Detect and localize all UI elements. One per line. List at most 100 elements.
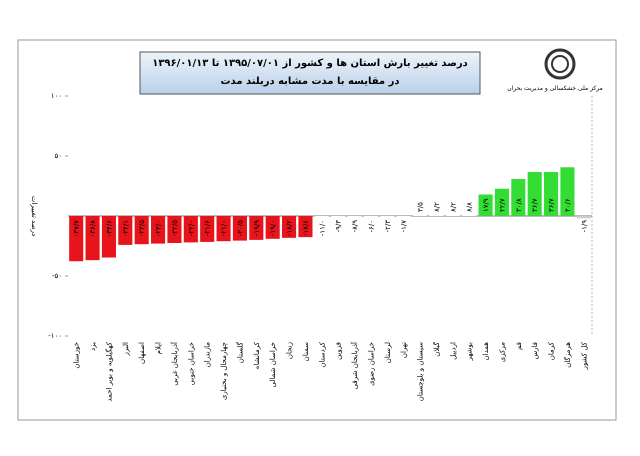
bar	[544, 171, 559, 216]
bar	[576, 216, 591, 219]
data-label: ۴۰/۶	[564, 198, 572, 212]
x-tick-label: سیستان و بلوچستان	[417, 342, 425, 401]
data-label: ۸/۲	[433, 202, 441, 212]
x-tick-label: هرمزگان	[563, 342, 572, 368]
bar	[380, 216, 395, 219]
bar	[314, 216, 329, 230]
data-label: ۸/۸	[466, 202, 474, 212]
bar	[560, 167, 575, 216]
bar	[413, 211, 428, 216]
bar	[494, 188, 509, 216]
data-label: ۳/۵	[417, 202, 425, 212]
bar	[527, 171, 542, 216]
frame	[17, 39, 617, 421]
data-label: -۱/۹	[580, 220, 588, 233]
bar	[282, 216, 297, 238]
x-tick-label: خراسان جنوبی	[187, 342, 195, 385]
data-label: -۲۰/۵	[236, 220, 244, 236]
x-tick-label: کرمان	[548, 341, 556, 360]
data-label: ۱۷/۹	[482, 198, 490, 212]
data-label: -۱۱/۰	[318, 220, 326, 236]
x-tick-label: قم	[515, 342, 523, 350]
y-tick-label: ۵۰	[54, 152, 62, 160]
bar	[331, 216, 346, 228]
x-tick-label: بوشهر	[466, 342, 474, 362]
x-tick-label: لرستان	[384, 342, 392, 363]
x-tick-label: آذربایجان شرقی	[350, 341, 359, 389]
x-tick-label: تهران	[400, 342, 408, 358]
chart-title: درصد تغییر بارش استان ها و کشور از ۱۳۹۵/…	[152, 58, 468, 69]
data-label: -۱۹/۹	[253, 220, 261, 236]
logo-text: مرکز ملی خشکسالی و مدیریت بحران	[507, 85, 603, 92]
bar	[101, 216, 116, 258]
x-tick-label: کهگیلویه و بویر احمد	[104, 341, 113, 401]
bar	[396, 216, 411, 219]
x-tick-label: گیلان	[432, 341, 441, 356]
x-tick-label: آذربایجان غربی	[170, 341, 179, 386]
x-tick-label: زنجان	[286, 342, 294, 359]
x-tick-label: اردبیل	[449, 342, 457, 360]
bar	[511, 179, 526, 216]
bar	[478, 194, 493, 216]
y-tick-label: ۱۰۰	[51, 92, 62, 100]
data-label: -۳۷/۷	[73, 220, 81, 236]
x-tick-label: مرکزی	[498, 342, 506, 363]
bar	[445, 206, 460, 216]
x-tick-label: سمنان	[302, 342, 310, 361]
data-label: -۳۶/۸	[89, 220, 97, 236]
x-tick-label: گلستان	[235, 341, 244, 363]
x-tick-label: خراسان رضوی	[367, 342, 375, 386]
x-tick-label: البرز	[122, 342, 130, 356]
title-box	[139, 51, 481, 95]
bar	[363, 216, 378, 224]
data-label: -۱۹/۰	[269, 220, 277, 236]
bar	[167, 216, 182, 243]
bar	[429, 206, 444, 216]
x-tick-label: همدان	[482, 342, 490, 361]
data-label: -۱/۷	[400, 220, 408, 233]
data-label: ۳۶/۷	[548, 198, 556, 212]
data-label: -۲۱/۶	[204, 220, 212, 236]
x-tick-label: قزوین	[335, 342, 343, 360]
bar	[232, 216, 247, 241]
data-label: -۲۲/۰	[187, 220, 195, 236]
bar	[151, 216, 166, 244]
bar	[249, 216, 264, 240]
x-tick-label: خراسان شمالی	[269, 342, 277, 388]
x-tick-label: کل کشور	[580, 341, 588, 370]
bar	[69, 216, 84, 262]
bar	[85, 216, 100, 261]
bar	[134, 216, 149, 245]
data-label: -۱۷/۶	[302, 220, 310, 236]
chart-subtitle: در مقایسه با مدت مشابه دربلند مدت	[221, 76, 400, 87]
bar	[200, 216, 215, 242]
x-tick-label: یزد	[89, 342, 97, 351]
data-label: ۳۶/۷	[531, 198, 539, 212]
bar	[347, 216, 362, 227]
x-tick-label: کرمانشاه	[253, 341, 261, 369]
data-label: -۲۲/۵	[171, 220, 179, 236]
logo	[544, 48, 576, 80]
data-label: -۲۳/۵	[138, 220, 146, 236]
x-tick-label: خوزستان	[73, 342, 81, 369]
data-label: -۲/۳	[384, 220, 392, 233]
x-tick-label: مازندران	[204, 342, 212, 368]
bar	[298, 216, 313, 238]
x-tick-label: چهارمحال و بختیاری	[220, 342, 228, 400]
x-tick-label: اصفهان	[138, 342, 146, 364]
data-label: -۹/۳	[335, 220, 343, 233]
y-tick-label: -۵۰	[52, 272, 62, 280]
data-label: -۲۳/۰	[155, 220, 163, 236]
data-label: -۳۴/۶	[105, 220, 113, 236]
data-label: -۶/۰	[367, 220, 375, 232]
y-tick-label: -۱۰۰	[48, 332, 62, 340]
bar	[118, 216, 133, 245]
x-tick-label: فارس	[531, 342, 539, 359]
x-tick-label: ایلام	[155, 342, 163, 354]
data-label: ۳۰/۸	[515, 198, 523, 212]
y-axis-label: درصد تغییرات	[30, 196, 38, 236]
x-tick-label: کردستان	[318, 341, 326, 367]
data-label: ۸/۲	[449, 202, 457, 212]
data-label: -۲۱/۰	[220, 220, 228, 236]
